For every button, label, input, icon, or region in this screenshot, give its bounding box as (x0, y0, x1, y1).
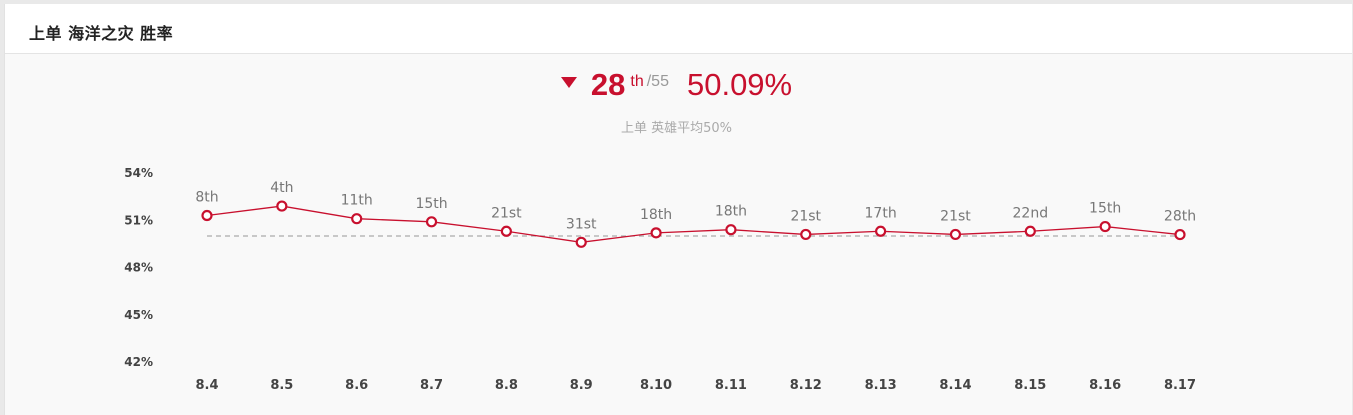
y-axis-tick-label: 51% (124, 213, 153, 227)
x-axis-tick-label: 8.14 (939, 378, 971, 393)
data-point-label: 21st (790, 208, 821, 224)
data-point (351, 213, 363, 225)
data-point-label: 18th (640, 207, 672, 223)
data-point (276, 200, 288, 212)
x-axis-tick-label: 8.11 (715, 378, 747, 393)
data-point (575, 236, 587, 248)
average-subtitle: 上单 英雄平均50% (620, 121, 733, 136)
rank-suffix: th (630, 73, 644, 90)
data-point (800, 228, 812, 241)
triangle-down-icon (560, 76, 577, 88)
data-point (949, 228, 962, 241)
y-axis-tick-label: 54% (124, 166, 153, 180)
data-point-label: 4th (270, 180, 293, 196)
data-point (650, 227, 662, 239)
data-point (1024, 225, 1036, 237)
win-rate-value: 50.09% (686, 67, 793, 102)
x-axis-tick-label: 8.5 (270, 378, 293, 393)
x-axis-tick-label: 8.4 (195, 378, 218, 393)
win-rate-panel: 上单 海洋之灾 胜率 (4, 4, 1352, 415)
data-point-label: 21st (491, 205, 522, 221)
x-axis-tick-label: 8.17 (1164, 378, 1196, 393)
y-axis-tick-label: 42% (124, 355, 153, 369)
rank-total: /55 (646, 73, 669, 90)
data-point (425, 216, 438, 228)
data-point-label: 21st (940, 208, 971, 224)
data-point-label: 17th (865, 205, 897, 221)
x-axis-tick-label: 8.8 (495, 378, 518, 393)
data-point (725, 224, 737, 236)
data-point (1174, 228, 1186, 241)
panel-title: 上单 海洋之灾 胜率 (29, 24, 174, 43)
y-axis-tick-label: 45% (124, 308, 153, 322)
data-point (201, 209, 213, 222)
x-axis-tick-label: 8.15 (1014, 378, 1046, 393)
data-point-label: 8th (195, 190, 218, 206)
data-point-label: 11th (341, 193, 373, 209)
x-axis-tick-label: 8.7 (420, 378, 443, 393)
data-point (500, 225, 512, 237)
data-point-label: 22nd (1013, 205, 1049, 221)
x-axis-tick-label: 8.13 (865, 378, 897, 393)
panel-header: 上单 海洋之灾 胜率 (5, 4, 1352, 54)
data-point (1099, 220, 1111, 233)
x-axis-tick-label: 8.12 (790, 378, 822, 393)
y-axis-tick-label: 48% (124, 261, 153, 275)
x-axis-tick-label: 8.10 (640, 378, 672, 393)
data-point-label: 18th (715, 204, 747, 220)
x-axis-tick-label: 8.9 (570, 378, 593, 393)
x-axis-tick-label: 8.16 (1089, 378, 1121, 393)
data-point-label: 31st (566, 216, 597, 232)
series-line (206, 205, 1181, 243)
data-point-label: 15th (1089, 201, 1121, 217)
data-point-label: 15th (415, 196, 447, 212)
data-point-label: 28th (1164, 209, 1196, 225)
rank-value: 28 (590, 67, 626, 102)
data-point (875, 225, 887, 237)
x-axis-tick-label: 8.6 (345, 378, 368, 393)
